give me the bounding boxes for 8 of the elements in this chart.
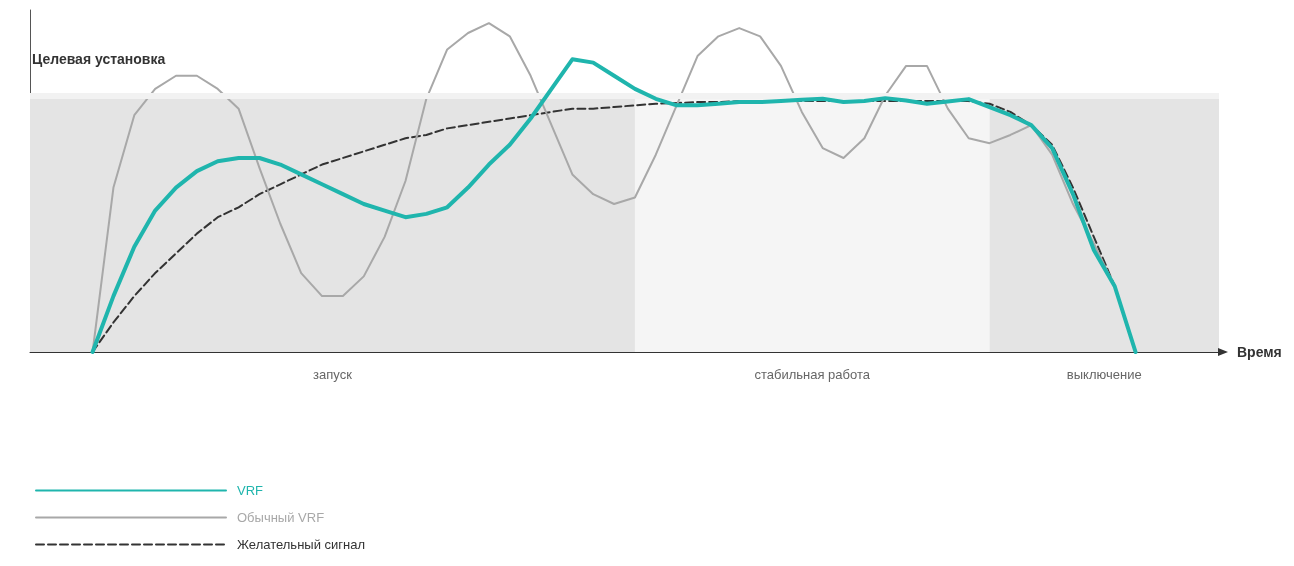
text: Желательный сигнал: [237, 537, 366, 552]
text: запуск: [313, 367, 353, 382]
x-axis-title: Время: [1237, 344, 1282, 360]
text: стабильная работа: [754, 367, 871, 382]
text: Обычный VRF: [237, 510, 325, 525]
text: VRF: [237, 483, 264, 498]
ref-line-label: Целевая установка: [32, 50, 166, 67]
text: выключение: [1066, 367, 1142, 382]
